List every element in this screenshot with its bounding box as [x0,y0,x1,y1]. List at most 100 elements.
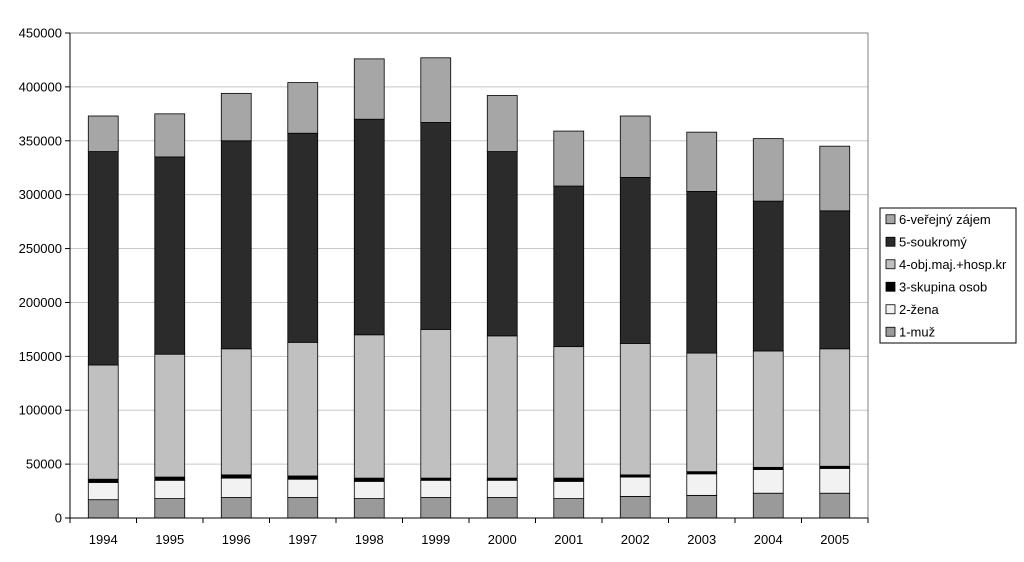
axes [69,32,869,519]
y-tick-label: 100000 [19,403,62,418]
bar-segment [287,341,319,477]
bar-segment [87,499,119,519]
bar-segment [819,348,851,467]
x-tick-label: 2002 [621,532,650,547]
legend-swatch [885,304,896,315]
bar-segment [553,477,585,482]
bar-segment [420,57,452,123]
x-tick-label: 2003 [687,532,716,547]
legend-label: 3-skupina osob [899,279,987,294]
legend-swatch [885,281,896,292]
x-tick-label: 1997 [288,532,317,547]
x-tick-label: 2004 [754,532,783,547]
bar-segment [686,494,718,519]
bar-segment [553,498,585,519]
y-tick-label: 150000 [19,349,62,364]
bar-segment [87,151,119,366]
bar-segment [553,130,585,187]
x-tick-label: 2000 [488,532,517,547]
bar-segment [353,477,385,482]
x-tick-label: 1998 [355,532,384,547]
bar-segment [87,478,119,483]
bar-segment [87,364,119,480]
legend-label: 2-žena [899,302,940,317]
bar-segment [752,492,784,519]
bar-segment [486,151,518,337]
bar-segment [819,492,851,519]
bar-segment [87,115,119,152]
bar-segment [154,113,186,158]
bar-segment [486,95,518,152]
bar-segment [154,498,186,519]
y-tick-label: 400000 [19,79,62,94]
bar-segment [154,156,186,355]
legend-swatch [885,236,896,247]
legend-label: 1-muž [899,324,935,339]
y-tick-label: 0 [55,511,62,526]
x-tick-label: 1999 [421,532,450,547]
bar-segment [420,122,452,330]
bar-segment [353,480,385,500]
legend-label: 5-soukromý [899,234,967,249]
y-tick-label: 300000 [19,187,62,202]
bar-segment [619,476,651,497]
bar-segment [686,473,718,496]
x-tick-label: 2005 [820,532,849,547]
legend-swatch [885,259,896,270]
bar-segment [486,497,518,519]
bar-segment [619,342,651,476]
bar-segment [420,479,452,498]
bar-segment [686,352,718,473]
bar-segment [353,58,385,120]
x-tick-label: 2001 [554,532,583,547]
bar-segment [420,328,452,479]
bar-segment [87,482,119,501]
x-tick-label: 1994 [89,532,118,547]
y-tick-label: 200000 [19,295,62,310]
bar-segment [420,497,452,519]
bar-segment [686,131,718,192]
y-tick-label: 450000 [19,26,62,41]
bar-segment [287,132,319,343]
bar-segment [287,497,319,519]
bar-segment [619,496,651,519]
x-tick-label: 1995 [155,532,184,547]
bar-segment [619,115,651,178]
y-tick-label: 50000 [26,457,62,472]
x-tick-label: 1996 [222,532,251,547]
bar-segment [220,497,252,519]
bar-segment [220,348,252,476]
bar-segment [220,474,252,479]
bar-segment [220,477,252,498]
bar-segment [819,210,851,350]
legend-box [879,207,1017,344]
bar-segment [486,479,518,498]
bars [87,57,851,519]
legend-label: 4-obj.maj.+hosp.kr [899,257,1007,272]
bar-segment [553,185,585,348]
gridlines [70,32,868,465]
bar-segment [287,478,319,498]
bar-segment [686,191,718,354]
bar-segment [553,480,585,500]
bar-segment [353,334,385,479]
x-axis-ticks: 1994 1995 1996 1997 1998 1999 2000 2001 2002 2003… [69,518,869,547]
legend-swatch [885,214,896,225]
legend-label: 6-veřejný zájem [899,212,991,227]
bar-segment [752,469,784,494]
plot-area-border [69,32,869,519]
bar-segment [486,335,518,479]
y-axis-ticks: 0 50000 100000 150000 200000 250000 300000 3500… [19,26,70,526]
bar-segment [287,475,319,480]
bar-segment [353,118,385,336]
legend-swatch [885,326,896,337]
bar-segment [220,140,252,350]
bar-segment [752,200,784,352]
bar-segment [819,145,851,212]
bar-segment [287,82,319,134]
bar-segment [154,353,186,478]
bar-segment [819,468,851,494]
bar-segment [553,346,585,479]
bar-segment [752,138,784,202]
